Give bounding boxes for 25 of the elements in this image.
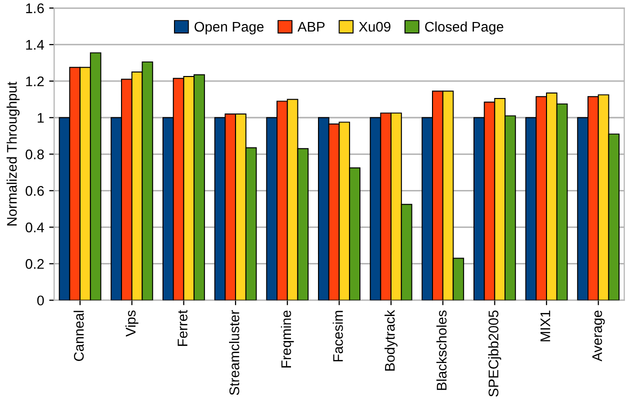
y-tick-label: 1 (38, 113, 44, 123)
y-tick-label: 1.2 (26, 76, 44, 86)
y-tick-label: 0.4 (26, 222, 44, 232)
x-tick-label: Ferret (178, 310, 188, 346)
y-axis-title: Normalized Throughput (6, 82, 20, 226)
y-tick-label: 1.6 (26, 3, 44, 14)
y-tick-label: 0.2 (26, 259, 44, 269)
x-tick-label: Blackscholes (436, 310, 447, 390)
legend-label: Closed Page (425, 21, 504, 34)
x-tick-label: Canneal (74, 310, 84, 361)
x-tick-label: Freqmine (280, 310, 294, 368)
y-tick-label: 1.4 (26, 40, 44, 50)
x-tick-label: Bodytrack (384, 310, 398, 371)
x-tick-label: MIX1 (540, 310, 550, 342)
legend-label: Xu09 (358, 22, 390, 32)
x-tick-label: Streamcluster (229, 310, 240, 395)
x-tick-label: Facesim (332, 310, 343, 362)
y-tick-label: 0.8 (26, 149, 44, 160)
y-tick-label: 0.6 (26, 186, 44, 196)
legend-label: Open Page (194, 22, 264, 34)
x-tick-label: Average (592, 310, 605, 362)
legend-label: ABP (298, 22, 325, 32)
x-tick-label: Vips (125, 310, 138, 337)
x-tick-label: SPECjbb2005 (488, 310, 502, 397)
y-tick-label: 0 (37, 296, 44, 306)
